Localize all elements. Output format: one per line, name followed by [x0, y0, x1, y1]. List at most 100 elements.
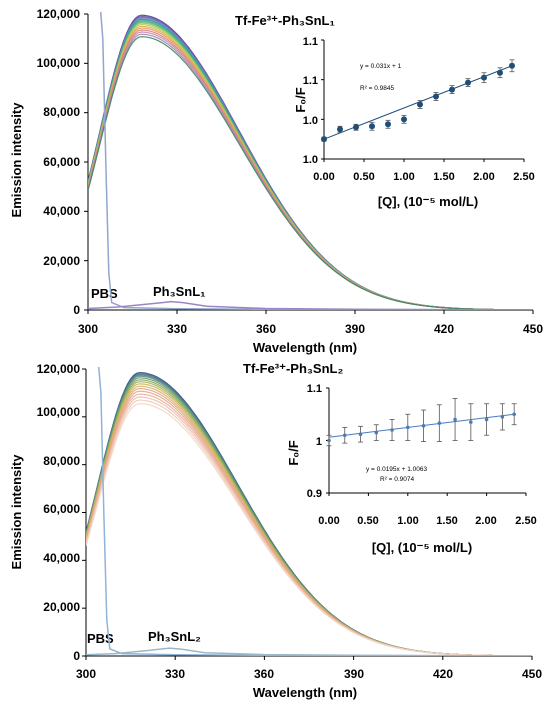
inset-x-tick-label: 1.50 — [433, 171, 454, 183]
spectrum-line — [88, 29, 533, 310]
inset-data-point — [369, 123, 375, 130]
inset-x-axis-title: [Q], (10⁻⁵ mol/L) — [372, 540, 472, 555]
y-tick-label: 40,000 — [43, 551, 80, 565]
inset-data-point — [433, 93, 439, 100]
x-tick-label: 390 — [345, 322, 365, 336]
plot-area — [84, 12, 534, 314]
x-tick-label: 450 — [523, 322, 543, 336]
spectrum-line — [86, 393, 532, 656]
x-tick-labels: 300 330 360 390 420 450 — [78, 322, 543, 336]
inset-y-axis-title: F₀/F — [286, 440, 301, 465]
inset-equation: y = 0.031x + 1 — [360, 63, 402, 70]
compound-line — [88, 300, 533, 310]
chart-title: Tf-Fe³⁺-Ph₃SnL₁ — [235, 13, 335, 28]
y-axis-title: Emission intensity — [9, 102, 24, 218]
spectrum-line — [86, 390, 532, 656]
inset-x-tick-label: 2.00 — [473, 171, 494, 183]
inset-r2: R² = 0.9074 — [380, 476, 415, 483]
series-group — [88, 12, 533, 310]
x-tick-label: 330 — [165, 667, 185, 681]
inset-plot-area — [321, 39, 525, 162]
x-tick-label: 420 — [433, 667, 453, 681]
inset-x-tick-label: 2.00 — [475, 515, 496, 527]
spectrum-line — [86, 381, 532, 656]
inset-chart: F₀/F [Q], (10⁻⁵ mol/L) 0.00 0.50 1.00 1.… — [293, 36, 535, 209]
spectrum-line — [88, 23, 533, 310]
inset-x-tick-label: 2.50 — [513, 171, 534, 183]
y-tick-label: 40,000 — [43, 204, 80, 218]
inset-data-point — [374, 430, 379, 435]
y-tick-label: 100,000 — [37, 56, 81, 70]
inset-chart: F₀/F [Q], (10⁻⁵ mol/L) 0.00 0.50 1.00 1.… — [286, 383, 537, 555]
y-tick-labels: 0 20,000 40,000 60,000 80,000 100,000 12… — [37, 362, 81, 663]
inset-data-point — [449, 86, 455, 93]
x-tick-label: 420 — [434, 322, 454, 336]
inset-x-tick-label: 0.50 — [357, 515, 378, 527]
panel-bottom: Emission intensity Wavelength (nm) Tf-Fe… — [9, 361, 542, 700]
spectrum-line — [86, 399, 532, 656]
x-tick-label: 330 — [167, 322, 187, 336]
inset-r2: R² = 0.9845 — [360, 85, 395, 92]
y-tick-label: 20,000 — [43, 254, 80, 268]
annotation-pbs: PBS — [87, 631, 114, 646]
inset-data-point — [465, 79, 471, 86]
spectrum-line — [86, 387, 532, 656]
inset-y-tick-label: 1 — [316, 436, 322, 448]
y-tick-labels: 0 20,000 40,000 60,000 80,000 100,000 12… — [37, 7, 81, 317]
inset-x-tick-label: 1.00 — [397, 515, 418, 527]
inset-y-tick-label: 0.9 — [307, 488, 322, 500]
x-tick-labels: 300 330 360 390 420 450 — [76, 667, 542, 681]
y-tick-label: 20,000 — [43, 600, 80, 614]
series-group — [86, 367, 532, 656]
inset-data-point — [469, 420, 473, 424]
y-tick-label: 120,000 — [37, 362, 81, 376]
x-tick-label: 300 — [78, 322, 98, 336]
inset-x-tick-labels: 0.00 0.50 1.00 1.50 2.00 2.50 — [318, 515, 536, 527]
x-tick-label: 300 — [76, 667, 96, 681]
inset-y-tick-label: 1.0 — [303, 154, 318, 166]
spectrum-line — [86, 375, 532, 656]
spectrum-line — [88, 25, 533, 310]
spectrum-line — [86, 396, 532, 656]
inset-data-point — [481, 74, 487, 81]
spectrum-line — [88, 31, 533, 310]
inset-data-point — [390, 428, 394, 432]
panel-top: Emission intensity Wavelength (nm) Tf-Fe… — [9, 7, 543, 355]
inset-y-tick-labels: 0.9 1 1.1 — [307, 383, 322, 500]
y-tick-label: 60,000 — [43, 155, 80, 169]
y-tick-label: 100,000 — [37, 405, 81, 419]
inset-x-tick-labels: 0.00 0.50 1.00 1.50 2.00 2.50 — [313, 171, 534, 183]
inset-y-axis-title: F₀/F — [293, 87, 308, 112]
spectrum-line — [86, 385, 532, 656]
annotation-compound: Ph₃SnL₂ — [148, 629, 201, 644]
inset-data-point — [321, 136, 327, 143]
y-tick-label: 60,000 — [43, 502, 80, 516]
inset-y-tick-labels: 1.0 1.0 1.1 1.1 — [303, 36, 318, 166]
spectrum-line — [86, 371, 532, 656]
compound-line — [86, 647, 532, 656]
spectrum-line — [86, 373, 532, 656]
inset-data-point — [342, 433, 347, 438]
plot-area — [82, 367, 533, 660]
inset-x-tick-label: 0.50 — [353, 171, 374, 183]
inset-y-tick-label: 1.1 — [303, 75, 318, 87]
spectrum-line — [88, 27, 533, 310]
inset-x-tick-label: 1.50 — [436, 515, 457, 527]
inset-equation: y = 0.0195x + 1.0063 — [366, 466, 427, 473]
spectrum-line — [86, 379, 532, 656]
inset-y-tick-label: 1.0 — [303, 115, 318, 127]
spectrum-line — [86, 383, 532, 656]
y-axis-title: Emission intensity — [9, 454, 24, 570]
inset-data-point — [406, 425, 410, 430]
annotation-compound: Ph₃SnL₁ — [153, 284, 206, 299]
spectrum-line — [88, 22, 533, 310]
y-tick-label: 80,000 — [43, 105, 80, 119]
chart-title: Tf-Fe³⁺-Ph₃SnL₂ — [243, 361, 343, 376]
x-tick-label: 450 — [522, 667, 542, 681]
inset-data-point — [337, 126, 343, 133]
spectrum-line — [86, 374, 532, 656]
inset-data-point — [327, 438, 331, 443]
inset-data-point — [421, 424, 426, 428]
inset-x-tick-label: 2.50 — [515, 515, 536, 527]
x-tick-label: 390 — [344, 667, 364, 681]
